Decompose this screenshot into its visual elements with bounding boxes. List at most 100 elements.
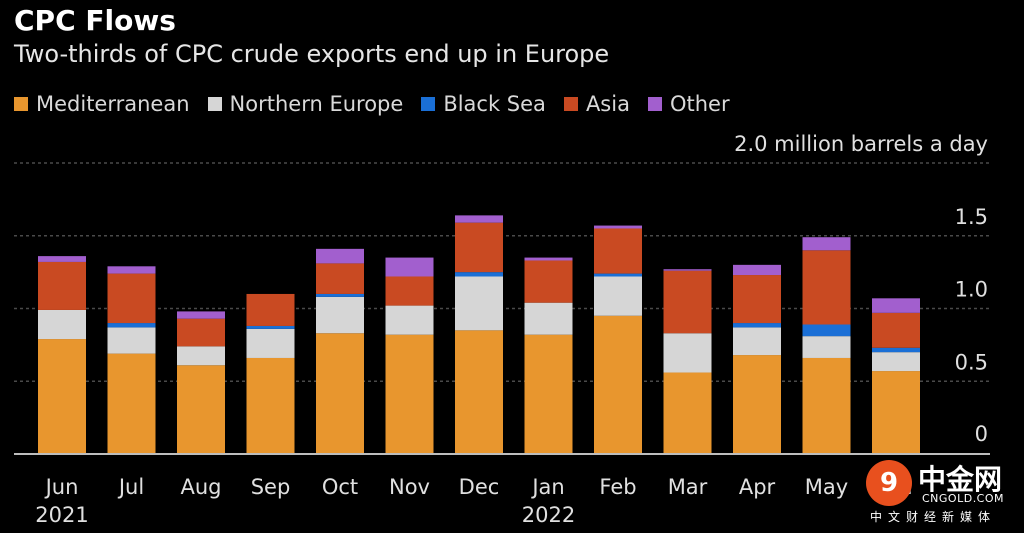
bar-other-9 [663, 269, 712, 271]
bar-other-10 [733, 264, 781, 276]
bar-other-5 [385, 257, 434, 277]
bar-mediterranean-1 [107, 353, 156, 454]
bar-northern-europe-5 [385, 305, 434, 335]
bar-other-1 [107, 266, 156, 274]
bar-black-sea-6 [455, 272, 503, 277]
x-tick-label-8: Feb [599, 475, 636, 499]
bar-northern-europe-2 [177, 346, 225, 366]
bar-black-sea-8 [594, 273, 642, 277]
bar-northern-europe-3 [246, 328, 295, 358]
bar-black-sea-12 [872, 347, 920, 353]
x-tick-label-2: Aug [180, 475, 221, 499]
legend-item-black-sea: Black Sea [421, 92, 546, 116]
bar-other-11 [802, 237, 851, 251]
legend-item-asia: Asia [563, 92, 630, 116]
bar-other-2 [177, 311, 225, 319]
watermark-name: 中金网 [918, 463, 1003, 496]
x-tick-label-9: Mar [668, 475, 708, 499]
x-tick-label-5: Nov [389, 475, 430, 499]
bar-other-4 [316, 248, 364, 264]
bar-asia-3 [246, 293, 295, 326]
bar-black-sea-4 [316, 293, 364, 297]
bar-other-7 [524, 257, 573, 261]
legend-label-mediterranean: Mediterranean [36, 92, 190, 116]
bar-mediterranean-0 [38, 339, 86, 454]
legend-item-mediterranean: Mediterranean [14, 92, 190, 116]
x-tick-label-3: Sep [251, 475, 291, 499]
bar-mediterranean-6 [455, 330, 503, 454]
legend-label-other: Other [669, 92, 730, 116]
year-label-1: 2022 [522, 503, 575, 527]
bar-asia-11 [802, 250, 851, 325]
y-tick-label-0: 0 [975, 422, 988, 446]
chart-subtitle: Two-thirds of CPC crude exports end up i… [14, 40, 610, 68]
bar-asia-1 [107, 273, 156, 324]
bar-northern-europe-1 [107, 327, 156, 354]
bar-northern-europe-10 [733, 327, 781, 356]
bar-mediterranean-5 [385, 334, 434, 454]
bar-asia-2 [177, 318, 225, 347]
watermark-mark: 9 [866, 460, 912, 506]
bar-mediterranean-4 [316, 333, 364, 454]
bar-asia-10 [733, 275, 781, 324]
bar-asia-12 [872, 312, 920, 348]
bar-northern-europe-0 [38, 309, 86, 340]
bar-northern-europe-9 [663, 333, 712, 373]
x-tick-label-0: Jun [44, 475, 79, 499]
bar-northern-europe-12 [872, 352, 920, 372]
bar-northern-europe-4 [316, 296, 364, 334]
bar-asia-7 [524, 260, 573, 303]
x-tick-label-7: Jan [530, 475, 564, 499]
x-tick-label-6: Dec [459, 475, 500, 499]
x-tick-label-10: Apr [739, 475, 776, 499]
legend-item-northern-europe: Northern Europe [207, 92, 404, 116]
y-tick-label-3: 1.5 [955, 205, 988, 229]
bar-mediterranean-12 [872, 371, 920, 454]
x-tick-label-11: May [805, 475, 848, 499]
legend-label-asia: Asia [585, 92, 630, 116]
bar-asia-5 [385, 276, 434, 306]
bar-mediterranean-10 [733, 355, 781, 454]
bar-mediterranean-2 [177, 365, 225, 454]
legend-label-northern-europe: Northern Europe [229, 92, 404, 116]
y-tick-label-1: 0.5 [955, 350, 988, 374]
legend-swatch-other [647, 97, 662, 111]
watermark-url: CNGOLD.COM [922, 492, 1005, 505]
bar-asia-6 [455, 222, 503, 273]
bar-black-sea-3 [246, 325, 295, 329]
x-tick-label-1: Jul [117, 475, 144, 499]
bar-asia-0 [38, 261, 86, 310]
bar-northern-europe-11 [802, 336, 851, 358]
bar-black-sea-1 [107, 323, 156, 328]
legend-swatch-asia [563, 97, 578, 111]
watermark-logo: 9 中金网 CNGOLD.COM 中文财经新媒体 [866, 460, 1016, 526]
bar-mediterranean-9 [663, 372, 712, 454]
bar-other-6 [455, 215, 503, 223]
bar-mediterranean-8 [594, 315, 642, 454]
y-tick-label-4: 2.0 million barrels a day [734, 132, 988, 156]
legend-swatch-northern-europe [207, 97, 222, 111]
y-tick-label-2: 1.0 [955, 278, 988, 302]
bar-other-12 [872, 298, 920, 313]
bar-asia-4 [316, 263, 364, 294]
legend-label-black-sea: Black Sea [443, 92, 546, 116]
bar-mediterranean-11 [802, 357, 851, 454]
legend: Mediterranean Northern Europe Black Sea … [14, 92, 748, 116]
bar-black-sea-11 [802, 324, 851, 337]
x-tick-label-4: Oct [322, 475, 358, 499]
bar-other-0 [38, 256, 86, 262]
bar-northern-europe-8 [594, 276, 642, 316]
legend-swatch-black-sea [421, 97, 436, 111]
bar-mediterranean-3 [246, 357, 295, 454]
bar-northern-europe-6 [455, 276, 503, 331]
bar-asia-9 [663, 270, 712, 334]
bar-northern-europe-7 [524, 302, 573, 335]
watermark-tagline: 中文财经新媒体 [870, 510, 997, 524]
bar-black-sea-10 [733, 323, 781, 328]
legend-item-other: Other [647, 92, 730, 116]
legend-swatch-mediterranean [14, 97, 28, 111]
bar-mediterranean-7 [524, 334, 573, 454]
bar-other-8 [594, 225, 642, 229]
year-label-0: 2021 [35, 503, 88, 527]
